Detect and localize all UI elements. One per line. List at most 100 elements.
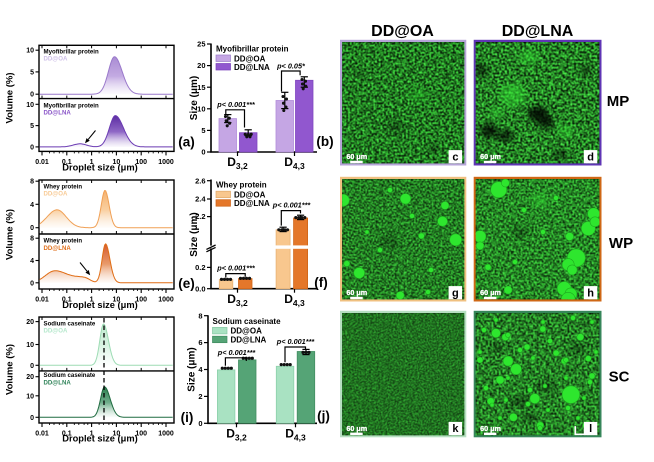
- svg-text:DD@OA: DD@OA: [44, 328, 68, 335]
- svg-text:5: 5: [30, 69, 34, 76]
- svg-text:Volume (%): Volume (%): [5, 344, 16, 395]
- svg-text:Sodium caseinate: Sodium caseinate: [44, 320, 96, 327]
- svg-text:Size (μm): Size (μm): [189, 76, 200, 120]
- svg-text:0.01: 0.01: [35, 159, 49, 166]
- svg-text:p< 0.001***: p< 0.001***: [272, 201, 312, 210]
- svg-text:p< 0.001***: p< 0.001***: [217, 348, 257, 357]
- svg-text:DD@OA: DD@OA: [371, 23, 434, 40]
- svg-text:60 μm: 60 μm: [346, 152, 367, 161]
- svg-text:0.01: 0.01: [35, 296, 49, 303]
- svg-text:Myofibrillar protein: Myofibrillar protein: [216, 45, 289, 54]
- svg-text:(f): (f): [314, 275, 328, 290]
- svg-text:0: 0: [198, 419, 202, 428]
- svg-text:DD@LNA: DD@LNA: [44, 245, 72, 252]
- svg-text:Size (μm): Size (μm): [187, 347, 198, 391]
- svg-text:0.1: 0.1: [62, 430, 72, 437]
- svg-text:4: 4: [30, 258, 34, 265]
- svg-text:DD@OA: DD@OA: [44, 191, 68, 198]
- svg-text:10: 10: [26, 393, 34, 400]
- svg-text:0.0: 0.0: [195, 284, 205, 293]
- svg-text:0: 0: [30, 144, 34, 151]
- svg-text:8: 8: [30, 179, 34, 186]
- svg-text:8: 8: [30, 236, 34, 243]
- svg-text:SC: SC: [609, 369, 630, 386]
- svg-text:Myofibrillar protein: Myofibrillar protein: [44, 102, 99, 109]
- svg-text:2.6: 2.6: [195, 176, 205, 185]
- svg-text:0: 0: [201, 148, 205, 157]
- svg-text:10: 10: [113, 159, 121, 166]
- svg-text:p< 0.001***: p< 0.001***: [276, 337, 316, 346]
- svg-text:(b): (b): [316, 134, 333, 149]
- svg-text:1000: 1000: [158, 430, 174, 437]
- svg-text:d: d: [587, 151, 594, 163]
- svg-text:60 μm: 60 μm: [480, 152, 501, 161]
- svg-text:10: 10: [197, 104, 205, 113]
- svg-text:2: 2: [198, 392, 202, 401]
- svg-text:0: 0: [30, 363, 34, 370]
- svg-text:10: 10: [113, 296, 121, 303]
- svg-text:0: 0: [30, 415, 34, 422]
- svg-text:0.01: 0.01: [35, 430, 49, 437]
- svg-text:h: h: [587, 287, 594, 299]
- svg-text:60 μm: 60 μm: [480, 424, 501, 433]
- svg-text:25: 25: [197, 40, 205, 49]
- svg-text:Size (μm): Size (μm): [189, 212, 200, 256]
- svg-text:0: 0: [30, 225, 34, 232]
- svg-text:l: l: [589, 423, 592, 435]
- svg-text:DD@LNA: DD@LNA: [44, 109, 72, 116]
- svg-text:1000: 1000: [158, 159, 174, 166]
- svg-text:Whey protein: Whey protein: [44, 184, 83, 191]
- svg-text:DD@LNA: DD@LNA: [502, 23, 574, 40]
- svg-text:k: k: [452, 423, 459, 435]
- svg-text:60 μm: 60 μm: [346, 288, 367, 297]
- svg-text:2.2: 2.2: [195, 212, 205, 221]
- svg-text:DD@LNA: DD@LNA: [44, 379, 72, 386]
- svg-text:MP: MP: [607, 93, 630, 110]
- svg-text:Sodium caseinate: Sodium caseinate: [213, 317, 282, 326]
- svg-text:6: 6: [198, 338, 202, 347]
- svg-text:DD@OA: DD@OA: [44, 56, 68, 63]
- svg-text:1: 1: [90, 296, 94, 303]
- svg-text:0.1: 0.1: [62, 159, 72, 166]
- svg-text:100: 100: [135, 159, 147, 166]
- svg-text:DD@LNA: DD@LNA: [234, 199, 270, 208]
- svg-text:DD@OA: DD@OA: [234, 54, 266, 63]
- svg-text:DD@OA: DD@OA: [231, 327, 263, 336]
- svg-text:c: c: [452, 151, 458, 163]
- svg-text:Myofibrillar protein: Myofibrillar protein: [44, 49, 99, 56]
- svg-text:1000: 1000: [158, 296, 174, 303]
- svg-text:(i): (i): [181, 410, 194, 425]
- svg-text:60 μm: 60 μm: [480, 288, 501, 297]
- svg-text:Volume (%): Volume (%): [5, 72, 16, 123]
- svg-text:g: g: [452, 287, 459, 299]
- svg-text:100: 100: [135, 430, 147, 437]
- svg-text:Whey protein: Whey protein: [44, 238, 83, 245]
- svg-text:0.1: 0.1: [62, 296, 72, 303]
- svg-text:p< 0.001***: p< 0.001***: [216, 100, 256, 109]
- svg-text:5: 5: [201, 126, 205, 135]
- svg-text:(e): (e): [178, 276, 195, 291]
- svg-text:2.4: 2.4: [195, 195, 206, 204]
- svg-text:4: 4: [30, 202, 34, 209]
- svg-text:DD@LNA: DD@LNA: [231, 336, 267, 345]
- svg-text:Droplet size (μm): Droplet size (μm): [62, 163, 137, 173]
- svg-text:20: 20: [26, 319, 34, 326]
- svg-text:Sodium caseinate: Sodium caseinate: [44, 372, 96, 379]
- svg-text:0: 0: [30, 92, 34, 99]
- svg-text:DD@OA: DD@OA: [234, 191, 266, 200]
- svg-text:5: 5: [30, 123, 34, 130]
- svg-text:20: 20: [26, 374, 34, 381]
- svg-text:(a): (a): [178, 135, 195, 150]
- svg-text:Volume (%): Volume (%): [5, 209, 16, 260]
- svg-text:10: 10: [26, 342, 34, 349]
- svg-text:15: 15: [197, 83, 205, 92]
- svg-text:4: 4: [198, 365, 203, 374]
- svg-text:p< 0.05*: p< 0.05*: [276, 61, 306, 70]
- svg-text:WP: WP: [609, 235, 633, 252]
- svg-text:100: 100: [135, 296, 147, 303]
- svg-text:Droplet size (μm): Droplet size (μm): [62, 433, 137, 443]
- svg-text:p< 0.001***: p< 0.001***: [216, 264, 256, 273]
- svg-text:60 μm: 60 μm: [346, 424, 367, 433]
- svg-text:1: 1: [90, 430, 94, 437]
- svg-text:Whey protein: Whey protein: [216, 181, 267, 190]
